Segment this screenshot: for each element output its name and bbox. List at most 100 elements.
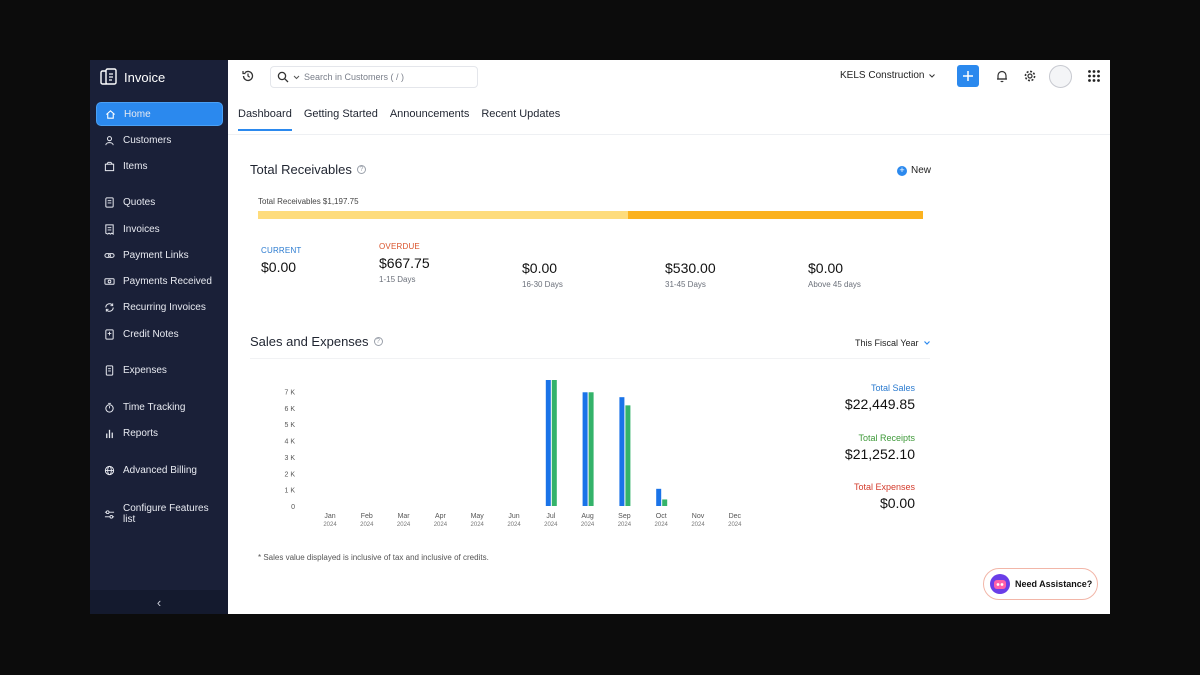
sidebar-item-expenses[interactable]: Expenses (96, 358, 223, 382)
search-icon (277, 71, 289, 83)
x-tick-label: May (471, 513, 485, 520)
plus-circle-icon: + (897, 165, 907, 176)
recurring-icon (105, 302, 114, 312)
bucket-value: $0.00 (261, 259, 297, 275)
sidebar-item-advanced-billing[interactable]: Advanced Billing (96, 458, 223, 482)
invoice-icon (105, 223, 114, 235)
y-tick-label: 3 K (284, 455, 295, 462)
x-tick-label: Jul (546, 513, 555, 520)
sidebar-collapse-button[interactable]: ‹ (90, 590, 228, 614)
sidebar-item-customers[interactable]: Customers (96, 128, 223, 152)
sidebar-item-label: Advanced Billing (123, 464, 197, 476)
tab-dashboard[interactable]: Dashboard (238, 108, 292, 131)
stopwatch-icon (105, 402, 114, 413)
tab-getting-started[interactable]: Getting Started (303, 108, 378, 120)
bar-total-receipts-oct (662, 499, 668, 506)
bucket-range: Above 45 days (808, 280, 861, 289)
sidebar-item-label: Expenses (123, 364, 167, 376)
bell-icon[interactable] (995, 69, 1009, 83)
user-icon (105, 135, 114, 145)
sales-header: Sales and Expenses ? (250, 334, 383, 349)
x-tick-label: Jun (508, 513, 519, 520)
search-input[interactable] (304, 72, 469, 82)
need-assistance-label: Need Assistance? (1015, 579, 1093, 589)
total-sales-value: $22,449.85 (844, 396, 915, 412)
app-name: Invoice (124, 69, 166, 85)
tabs-divider (228, 134, 1110, 135)
history-icon[interactable] (241, 69, 255, 83)
sliders-icon (104, 509, 115, 519)
quick-create-button[interactable] (957, 65, 979, 87)
y-tick-label: 2 K (284, 471, 295, 478)
bucket-range: 31-45 Days (665, 280, 706, 289)
x-tick-label: Oct (656, 513, 667, 520)
credit-note-icon (105, 328, 114, 340)
sidebar-item-reports[interactable]: Reports (96, 421, 223, 445)
chevron-down-icon (928, 73, 935, 78)
bucket-value: $0.00 (522, 260, 558, 276)
chevron-down-icon[interactable] (293, 74, 300, 81)
sidebar-item-label: Quotes (123, 196, 156, 208)
chevron-down-icon (923, 341, 930, 345)
receivable-bucket-16-30[interactable]: $0.00 16-30 Days (522, 256, 563, 289)
sidebar-item-home[interactable]: Home (96, 102, 223, 126)
search-box[interactable] (270, 66, 478, 88)
receivable-bucket-31-45[interactable]: $530.00 31-45 Days (665, 256, 716, 289)
top-strip (90, 50, 1110, 60)
need-assistance-button[interactable]: Need Assistance? (983, 568, 1098, 600)
sidebar-item-label: Payments Received (123, 275, 212, 287)
tab-announcements[interactable]: Announcements (389, 108, 470, 120)
main-content: KELS Construction Dashboard Getting Star… (228, 60, 1110, 614)
sidebar-item-time-tracking[interactable]: Time Tracking (96, 395, 223, 419)
bucket-value: $530.00 (665, 260, 716, 276)
help-icon[interactable]: ? (356, 165, 366, 174)
help-icon[interactable]: ? (373, 337, 383, 346)
tab-recent-updates[interactable]: Recent Updates (481, 108, 561, 120)
total-receipts: Total Receipts $21,252.10 (845, 433, 915, 462)
receivable-bucket-1-15[interactable]: OVERDUE $667.75 1-15 Days (379, 242, 430, 284)
avatar[interactable] (1049, 65, 1072, 88)
receivable-bucket-above-45[interactable]: $0.00 Above 45 days (808, 256, 861, 289)
y-tick-label: 5 K (284, 422, 295, 429)
link-icon (104, 252, 115, 258)
plus-icon (963, 71, 973, 81)
sidebar-item-label: Payment Links (123, 249, 189, 261)
organization-switcher[interactable]: KELS Construction (840, 70, 936, 81)
sidebar-item-label: Time Tracking (123, 401, 186, 413)
bar-total-receipts-aug (588, 392, 594, 506)
y-tick-label: 1 K (284, 488, 295, 495)
bucket-value: $0.00 (808, 260, 844, 276)
sidebar-item-label: Credit Notes (123, 328, 179, 340)
x-tick-year: 2024 (360, 522, 374, 528)
sidebar-item-payment-links[interactable]: Payment Links (96, 243, 223, 267)
sidebar-item-items[interactable]: Items (96, 154, 223, 178)
receivable-bucket-current[interactable]: CURRENT $0.00 (261, 246, 302, 275)
brand[interactable]: Invoice (100, 67, 165, 87)
period-dropdown[interactable]: This Fiscal Year (855, 338, 931, 348)
receipt-icon (105, 364, 114, 376)
sidebar-item-label: Invoices (123, 223, 160, 235)
sidebar-item-label: Home (124, 108, 151, 120)
bucket-label: OVERDUE (379, 242, 420, 251)
sidebar-item-credit-notes[interactable]: Credit Notes (96, 322, 223, 346)
receivables-header: Total Receivables ? (250, 162, 366, 177)
new-label: New (911, 165, 932, 176)
y-tick-label: 6 K (284, 406, 295, 413)
new-receivable-button[interactable]: + New (897, 165, 931, 176)
app-grid-icon[interactable] (1087, 69, 1101, 83)
sidebar-item-payments-received[interactable]: Payments Received (96, 269, 223, 293)
organization-name: KELS Construction (840, 70, 925, 81)
sidebar-item-configure-features[interactable]: Configure Features list (96, 502, 223, 526)
total-sales: Total Sales $22,449.85 (845, 383, 915, 412)
bar-total-receipts-sep (625, 405, 631, 506)
sidebar-item-label: Recurring Invoices (123, 301, 206, 313)
bar-total-sales-sep (619, 397, 625, 506)
sidebar-item-quotes[interactable]: Quotes (96, 190, 223, 214)
gear-icon[interactable] (1023, 69, 1037, 83)
sidebar-item-recurring-invoices[interactable]: Recurring Invoices (96, 295, 223, 319)
sidebar-item-invoices[interactable]: Invoices (96, 217, 223, 241)
bucket-label: CURRENT (261, 246, 302, 255)
sidebar-item-label: Customers (123, 134, 172, 146)
bucket-range: 1-15 Days (379, 275, 416, 284)
x-tick-year: 2024 (581, 522, 595, 528)
